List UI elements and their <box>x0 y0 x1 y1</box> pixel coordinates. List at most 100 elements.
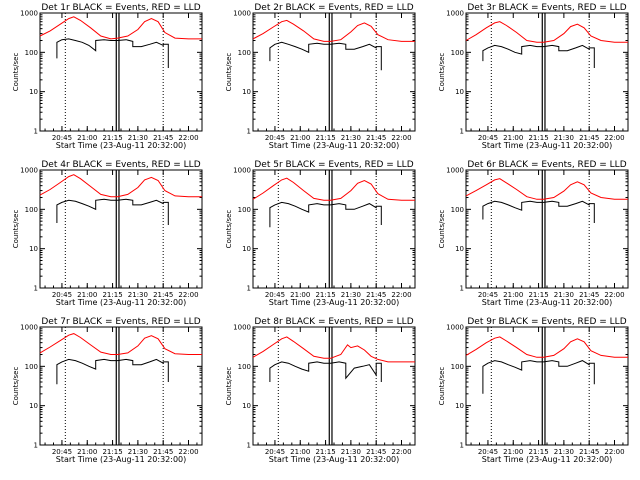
lld-series-line <box>252 19 415 42</box>
x-tick-label: 21:30 <box>128 134 148 142</box>
x-tick-label: 21:45 <box>366 291 386 299</box>
x-tick-label: 21:15 <box>528 134 548 142</box>
y-tick-label: 10 <box>29 245 38 253</box>
y-axis-label: Counts/sec <box>438 210 446 249</box>
x-tick-label: 21:15 <box>528 291 548 299</box>
y-tick-label: 100 <box>451 363 464 371</box>
x-tick-label: 20:45 <box>52 291 72 299</box>
x-tick-label: 21:45 <box>366 134 386 142</box>
y-tick-label: 1 <box>460 128 464 136</box>
y-tick-label: 1000 <box>20 324 38 332</box>
y-tick-label: 10 <box>242 402 251 410</box>
x-tick-label: 21:15 <box>315 448 335 456</box>
events-series-line <box>56 198 169 225</box>
plot-frame <box>465 326 629 446</box>
plot-frame <box>252 169 416 289</box>
x-tick-label: 22:00 <box>391 134 411 142</box>
x-axis-label: Start Time (23-Aug-11 20:32:00) <box>56 455 187 464</box>
lld-series-line <box>252 336 415 363</box>
x-tick-label: 21:00 <box>290 291 310 299</box>
detector-panel: Det 9r BLACK = Events, RED = LLD 1 10 100 10… <box>438 317 629 464</box>
panel-title: Det 1r BLACK = Events, RED = LLD <box>41 3 200 13</box>
x-axis-label: Start Time (23-Aug-11 20:32:00) <box>269 141 400 150</box>
panel-title: Det 3r BLACK = Events, RED = LLD <box>467 3 626 13</box>
x-axis-label: Start Time (23-Aug-11 20:32:00) <box>56 141 187 150</box>
x-tick-label: 21:00 <box>77 448 97 456</box>
panel-title: Det 9r BLACK = Events, RED = LLD <box>467 317 626 327</box>
y-tick-label: 10 <box>29 402 38 410</box>
x-tick-label: 21:00 <box>77 291 97 299</box>
x-tick-label: 20:45 <box>478 291 498 299</box>
x-tick-label: 21:45 <box>153 291 173 299</box>
lld-series-line <box>39 16 202 40</box>
detector-panel: Det 6r BLACK = Events, RED = LLD 1 10 100 10… <box>438 160 629 307</box>
detector-panel: Det 1r BLACK = Events, RED = LLD 1 10 100 10… <box>12 3 203 150</box>
x-tick-label: 21:00 <box>77 134 97 142</box>
y-tick-label: 1000 <box>20 10 38 18</box>
x-tick-label: 20:45 <box>265 134 285 142</box>
y-tick-label: 1 <box>460 442 464 450</box>
x-tick-label: 22:00 <box>604 134 624 142</box>
lld-series-line <box>252 177 415 201</box>
y-tick-label: 1 <box>460 285 464 293</box>
y-tick-label: 1000 <box>233 10 251 18</box>
plot-frame <box>252 326 416 446</box>
x-tick-label: 20:45 <box>52 134 72 142</box>
y-axis-label: Counts/sec <box>438 367 446 406</box>
panel-title: Det 8r BLACK = Events, RED = LLD <box>254 317 413 327</box>
x-tick-label: 21:45 <box>579 448 599 456</box>
x-tick-label: 21:30 <box>341 448 361 456</box>
y-tick-label: 100 <box>238 49 251 57</box>
y-tick-label: 1 <box>247 442 251 450</box>
x-axis-label: Start Time (23-Aug-11 20:32:00) <box>269 455 400 464</box>
x-tick-label: 21:15 <box>315 134 335 142</box>
plot-frame <box>39 326 203 446</box>
y-tick-label: 100 <box>451 206 464 214</box>
x-tick-label: 21:30 <box>128 291 148 299</box>
x-tick-label: 20:45 <box>478 134 498 142</box>
x-tick-label: 21:15 <box>528 448 548 456</box>
y-tick-label: 10 <box>242 88 251 96</box>
y-tick-label: 10 <box>29 88 38 96</box>
x-tick-label: 21:45 <box>366 448 386 456</box>
events-series-line <box>56 358 169 385</box>
x-axis-label: Start Time (23-Aug-11 20:32:00) <box>482 298 613 307</box>
plot-frame <box>465 12 629 132</box>
x-tick-label: 21:15 <box>102 134 122 142</box>
y-tick-label: 1 <box>34 128 38 136</box>
y-tick-label: 100 <box>25 363 38 371</box>
x-axis-label: Start Time (23-Aug-11 20:32:00) <box>56 298 187 307</box>
x-tick-label: 21:30 <box>341 134 361 142</box>
y-tick-label: 100 <box>238 206 251 214</box>
x-tick-label: 22:00 <box>178 448 198 456</box>
y-tick-label: 1 <box>247 128 251 136</box>
x-axis-label: Start Time (23-Aug-11 20:32:00) <box>482 141 613 150</box>
detector-panel: Det 2r BLACK = Events, RED = LLD 1 10 100 10… <box>225 3 416 150</box>
y-tick-label: 1 <box>34 285 38 293</box>
panel-title: Det 6r BLACK = Events, RED = LLD <box>467 160 626 170</box>
x-tick-label: 21:00 <box>503 448 523 456</box>
events-series-line <box>56 38 169 68</box>
y-axis-label: Counts/sec <box>12 210 20 249</box>
x-axis-label: Start Time (23-Aug-11 20:32:00) <box>482 455 613 464</box>
x-tick-label: 21:00 <box>503 291 523 299</box>
y-axis-label: Counts/sec <box>225 53 233 92</box>
x-tick-label: 21:15 <box>102 448 122 456</box>
x-tick-label: 22:00 <box>178 134 198 142</box>
detector-panel: Det 8r BLACK = Events, RED = LLD 1 10 100 10… <box>225 317 416 464</box>
lld-series-line <box>39 174 202 198</box>
x-tick-label: 21:30 <box>554 448 574 456</box>
y-tick-label: 1000 <box>446 324 464 332</box>
events-series-line <box>482 44 595 68</box>
panel-title: Det 7r BLACK = Events, RED = LLD <box>41 317 200 327</box>
y-axis-label: Counts/sec <box>12 53 20 92</box>
panel-title: Det 4r BLACK = Events, RED = LLD <box>41 160 200 170</box>
x-tick-label: 20:45 <box>52 448 72 456</box>
events-series-line <box>269 41 382 71</box>
x-tick-label: 20:45 <box>478 448 498 456</box>
x-tick-label: 22:00 <box>178 291 198 299</box>
y-tick-label: 100 <box>451 49 464 57</box>
detector-panel: Det 7r BLACK = Events, RED = LLD 1 10 100 10… <box>12 317 203 464</box>
x-tick-label: 21:45 <box>153 448 173 456</box>
